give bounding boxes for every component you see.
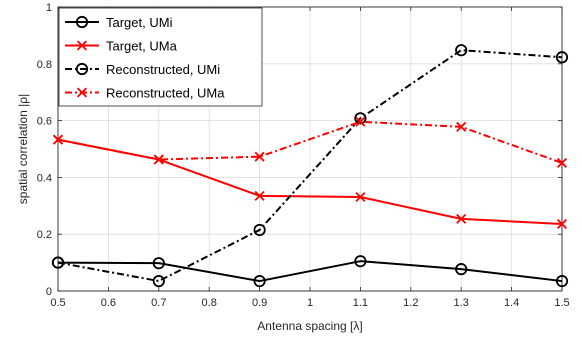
series-3 [51,44,569,288]
x-tick-label: 1.5 [554,297,569,309]
series-line [57,260,563,283]
legend-marker [76,40,88,51]
data-point [52,134,64,145]
y-tick-label: 0.6 [37,116,52,128]
data-point [152,274,165,288]
x-tick-label: 0.9 [252,297,267,309]
y-axis-label: spatial correlation |ρ| [16,94,30,204]
x-tick-label: 1.3 [454,297,469,309]
data-point [556,218,568,230]
x-axis-label: Antenna spacing [λ] [257,319,362,333]
data-point [455,44,468,57]
x-tick-label: 1.2 [403,297,418,309]
data-point [555,274,569,288]
data-point [253,274,266,288]
y-tick-label: 0.8 [37,59,52,71]
y-tick-label: 0.4 [37,172,52,184]
series-group [51,44,569,288]
data-point [455,263,468,276]
x-tick-label: 0.5 [50,297,65,309]
data-point [355,116,366,127]
y-tick-label: 0 [46,286,52,298]
data-point [153,154,164,165]
axes [57,6,563,292]
y-tick-label: 1 [46,2,52,14]
legend-marker [75,62,89,76]
legend-item: Target, UMi [65,15,173,30]
x-tick-label: 1.4 [504,297,519,309]
data-point [152,257,165,270]
data-point [556,157,568,168]
x-tick-label: 0.6 [101,297,116,309]
data-point [51,256,65,269]
series-line [57,120,563,164]
x-tick-labels: 0.5 0.6 0.7 0.8 0.9 1 1.1 1.2 1.3 1.4 1.5 [50,297,569,309]
x-tick-label: 0.7 [151,297,166,309]
series-4 [52,116,568,168]
data-point [355,191,366,203]
legend: Target, UMi Target, UMa Reconstructed, UMi… [58,7,263,107]
legend-label: Target, UMi [106,15,173,30]
axes-frame [57,6,563,292]
legend-label: Target, UMa [106,39,178,54]
data-point [456,121,467,132]
data-point [456,213,467,224]
data-point [354,255,367,268]
y-tick-label: 0.2 [37,229,52,241]
y-tick-labels: 0 0.2 0.4 0.6 0.8 1 [37,2,52,298]
x-tick-label: 0.8 [202,297,217,309]
legend-item: Target, UMa [65,39,178,54]
data-point [354,112,367,125]
data-point [254,151,265,162]
legend-label: Reconstructed, UMi [106,62,220,77]
data-point [253,223,266,237]
data-point [254,190,265,201]
legend-item: Reconstructed, UMi [65,62,220,77]
x-tick-label: 1 [307,297,313,309]
legend-label: Reconstructed, UMa [106,86,225,101]
legend-marker [75,15,89,29]
x-tick-label: 1.1 [353,297,368,309]
legend-box [58,7,263,107]
series-line [57,49,563,283]
data-point [555,51,569,64]
legend-item: Reconstructed, UMa [65,86,225,101]
series-1 [51,255,569,288]
legend-marker [76,87,88,98]
